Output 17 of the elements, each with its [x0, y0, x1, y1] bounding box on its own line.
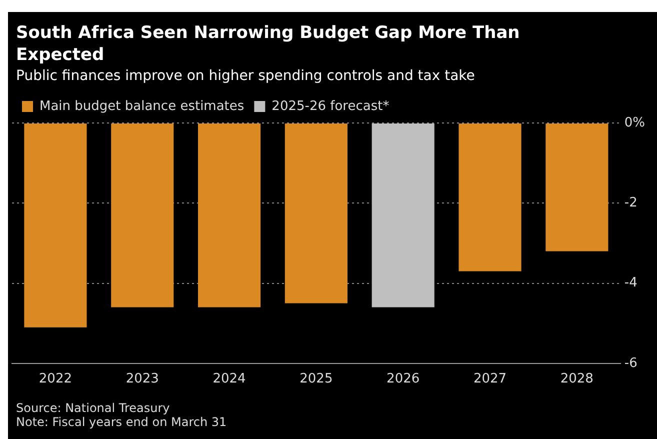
x-tick-label: 2028 [560, 372, 594, 387]
x-tick-label: 2026 [386, 372, 420, 387]
chart-title: South Africa Seen Narrowing Budget Gap More Than Expected [16, 22, 521, 66]
legend-label: Main budget balance estimates [40, 98, 244, 114]
x-tick-label: 2025 [300, 372, 333, 387]
x-tick-label: 2023 [126, 372, 159, 387]
y-tick-label: 0% [624, 115, 645, 130]
chart-subtitle: Public finances improve on higher spending controls and tax take [16, 68, 475, 84]
x-tick-label: 2027 [473, 372, 507, 387]
y-tick-label: -2 [624, 196, 638, 211]
x-tick-label: 2022 [38, 372, 72, 387]
x-tick-label: 2024 [212, 372, 246, 387]
y-tick-label: -4 [624, 276, 638, 291]
source-note: Source: National Treasury [16, 401, 171, 415]
text: Note: Fiscal years end on March 31 [16, 415, 227, 429]
legend-label: 2025-26 forecast* [272, 98, 390, 114]
y-tick-label: -6 [624, 356, 638, 371]
